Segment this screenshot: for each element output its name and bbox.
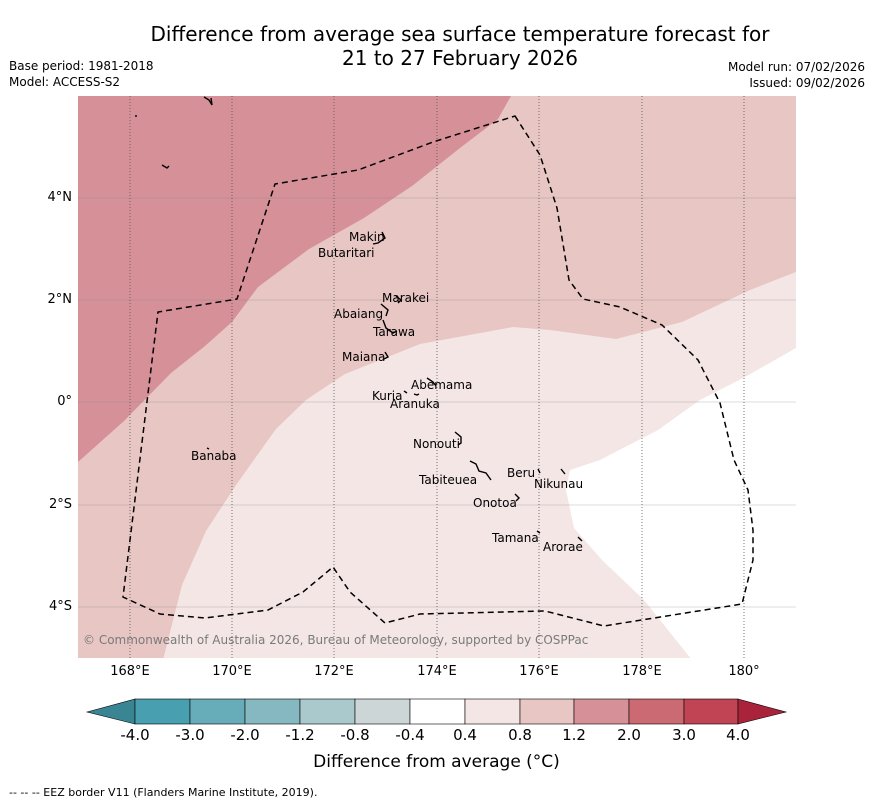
colorbar-tick: 1.2: [562, 726, 586, 744]
island-label-butaritari: Butaritari: [318, 246, 375, 260]
colorbar-min-extend: [85, 698, 136, 725]
lat-label-2n: 2°N: [47, 292, 73, 307]
island-label-nikunau: Nikunau: [534, 477, 583, 491]
colorbar-label: Difference from average (°C): [313, 752, 560, 772]
colorbar-tick: -4.0: [120, 726, 150, 744]
lat-label-equator: 0°: [57, 394, 72, 409]
colorbar-tick: 0.4: [453, 726, 477, 744]
colorbar-tick: 3.0: [672, 726, 696, 744]
colorbar-tick: -0.4: [395, 726, 425, 744]
lon-gridlines: [129, 96, 745, 658]
island-coastlines: [135, 96, 583, 542]
colorbar-swatch-8: [519, 698, 575, 725]
island-label-abemama: Abemama: [411, 378, 472, 392]
island-label-aranuka: Aranuka: [390, 397, 440, 411]
model-name: Model: ACCESS-S2: [9, 75, 121, 89]
lon-label-180: 180°: [728, 664, 760, 679]
lon-label-174e: 174°E: [417, 664, 457, 679]
island-label-kuria: Kuria: [372, 389, 403, 403]
island-label-nonouti: Nonouti: [413, 437, 460, 451]
island-label-maiana: Maiana: [342, 350, 385, 364]
colorbar-tick: -2.0: [230, 726, 260, 744]
island-label-tamana: Tamana: [491, 531, 539, 545]
island-labels: Makin Butaritari Marakei Abaiang Tarawa …: [191, 230, 583, 554]
colorbar-swatch-10: [628, 698, 685, 725]
colorbar-tick: 4.0: [726, 726, 750, 744]
colorbar-swatch-11: [683, 698, 739, 725]
lon-label-170e: 170°E: [212, 664, 252, 679]
island-label-abaiang: Abaiang: [334, 307, 383, 321]
title-line-1: Difference from average sea surface temp…: [150, 22, 770, 46]
colorbar-swatch-7: [464, 698, 521, 725]
colorbar-swatch-4: [299, 698, 356, 725]
lat-label-4s: 4°S: [48, 599, 72, 614]
map-title: Difference from average sea surface temp…: [90, 22, 830, 70]
colorbar-swatch-3: [244, 698, 301, 725]
colorbar: [85, 698, 788, 725]
eez-legend-footer: -- -- -- EEZ border V11 (Flanders Marine…: [9, 786, 318, 799]
lon-label-168e: 168°E: [110, 664, 150, 679]
issued-date: Issued: 09/02/2026: [749, 76, 865, 90]
lat-label-2s: 2°S: [48, 497, 72, 512]
run-info: Model run: 07/02/2026 Issued: 09/02/2026: [728, 59, 865, 91]
colorbar-tick: -1.2: [285, 726, 315, 744]
island-label-beru: Beru: [507, 466, 535, 480]
island-label-banaba: Banaba: [191, 449, 237, 463]
island-label-makin: Makin: [349, 230, 385, 244]
colorbar-tick: -3.0: [175, 726, 205, 744]
base-period: Base period: 1981-2018: [9, 59, 154, 73]
model-run-date: Model run: 07/02/2026: [727, 60, 865, 74]
colorbar-tick: -0.8: [340, 726, 370, 744]
colorbar-swatch-6: [409, 698, 466, 725]
colorbar-swatch-5: [354, 698, 411, 725]
model-info: Base period: 1981-2018 Model: ACCESS-S2: [9, 58, 154, 90]
island-label-arorae: Arorae: [543, 540, 583, 554]
colorbar-swatch-2: [189, 698, 246, 725]
colorbar-tick: 2.0: [617, 726, 641, 744]
colorbar-max-extend: [737, 698, 788, 725]
anomaly-region-1.2-2.0: [78, 96, 511, 462]
island-label-marakei: Marakei: [382, 291, 429, 305]
island-label-tabiteuea: Tabiteuea: [418, 473, 477, 487]
lon-label-172e: 172°E: [314, 664, 354, 679]
lat-label-4n: 4°N: [47, 190, 73, 205]
colorbar-swatch-9: [573, 698, 630, 725]
title-line-2: 21 to 27 February 2026: [342, 46, 578, 70]
island-label-onotoa: Onotoa: [473, 496, 517, 510]
island-label-tarawa: Tarawa: [372, 325, 415, 339]
eez-border: [122, 115, 754, 627]
lon-label-176e: 176°E: [519, 664, 559, 679]
lon-label-178e: 178°E: [622, 664, 662, 679]
copyright-notice: © Commonwealth of Australia 2026, Bureau…: [83, 633, 588, 647]
colorbar-swatch-1: [134, 698, 191, 725]
colorbar-tick: 0.8: [508, 726, 532, 744]
